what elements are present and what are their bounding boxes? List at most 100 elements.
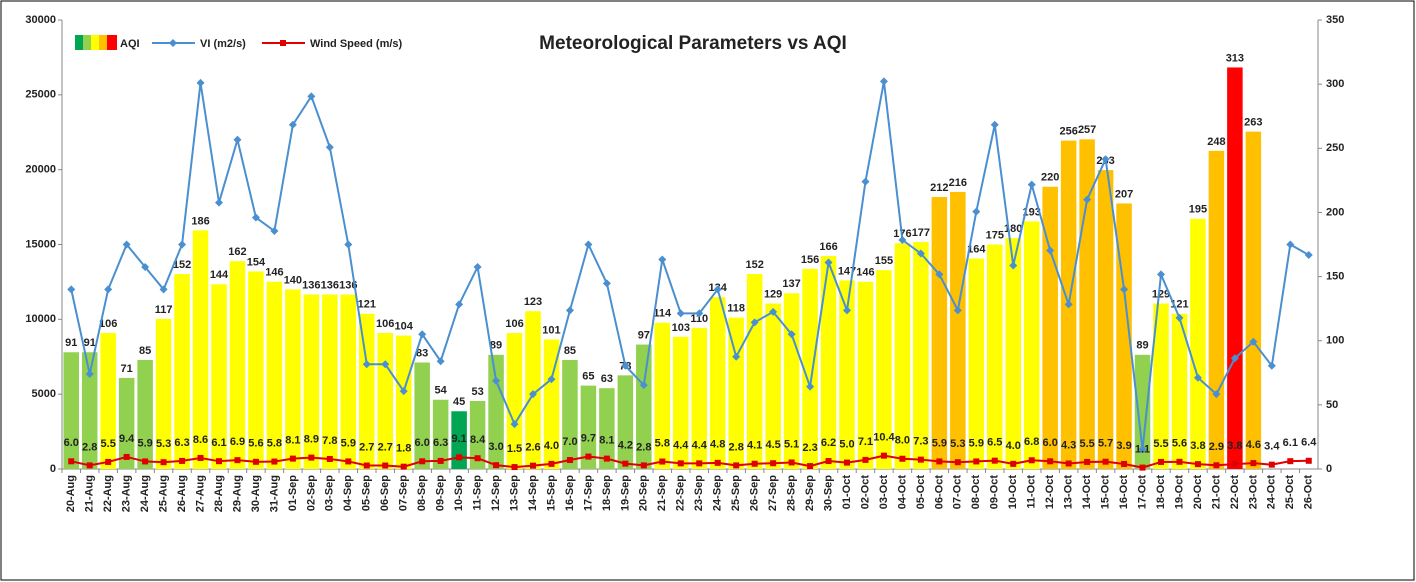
point (215, 198, 223, 207)
bar (820, 256, 837, 469)
point-label: 6.3 (433, 437, 448, 449)
point (1138, 445, 1147, 454)
bar-label: 164 (967, 244, 986, 256)
point (879, 77, 888, 86)
bar (580, 385, 597, 469)
point-label: 5.0 (839, 438, 854, 450)
y-tick-label: 0 (50, 463, 56, 475)
bar (155, 318, 172, 469)
x-tick-label: 11-Sep (471, 475, 483, 511)
line (71, 454, 1309, 469)
point (308, 454, 315, 461)
x-tick-label: 24-Oct (1266, 475, 1278, 510)
point-label: 8.1 (285, 435, 300, 447)
point (1304, 250, 1313, 259)
y-tick-label: 10000 (25, 313, 56, 325)
point (1027, 180, 1036, 189)
bar-label: 140 (284, 274, 302, 286)
point (197, 454, 204, 461)
chart-title: Meteorological Parameters vs AQI (539, 33, 847, 54)
point-label: 5.5 (1153, 438, 1168, 450)
bar-label: 129 (1152, 288, 1170, 300)
point (807, 463, 814, 470)
x-tick-label: 18-Oct (1155, 475, 1167, 510)
bar (636, 344, 652, 469)
bar-label: 152 (745, 259, 763, 271)
bar-label: 155 (875, 255, 893, 267)
bar (1023, 221, 1040, 469)
bar-label: 146 (856, 267, 874, 279)
x-tick-label: 20-Sep (638, 475, 650, 511)
point (843, 306, 851, 315)
bar (1227, 67, 1243, 470)
bar (359, 313, 375, 469)
point (252, 458, 259, 465)
point (436, 357, 445, 366)
bar (876, 270, 892, 469)
bar (63, 352, 79, 469)
bar (266, 281, 283, 469)
x-tick-label: 25-Aug (157, 475, 169, 512)
point (1157, 270, 1165, 279)
bar (802, 268, 818, 469)
bar (1005, 238, 1021, 469)
point (677, 460, 684, 467)
point (973, 458, 980, 465)
bar-label: 54 (435, 385, 448, 397)
x-tick-label: 22-Aug (102, 475, 114, 512)
point-label: 5.9 (341, 437, 356, 449)
point (455, 300, 464, 309)
point (565, 306, 574, 315)
point (713, 285, 722, 294)
point-label: 4.5 (765, 439, 780, 451)
bar (322, 294, 338, 469)
point-label: 5.5 (1079, 438, 1094, 450)
point-label: 6.0 (415, 437, 430, 449)
bar (488, 354, 504, 469)
x-tick-label: 21-Sep (656, 475, 668, 511)
point (288, 120, 297, 129)
legend-label: AQI (120, 38, 140, 50)
point (381, 360, 390, 369)
bar-label: 101 (542, 324, 560, 336)
x-tick-label: 27-Sep (767, 475, 779, 511)
point (493, 462, 500, 469)
bar (1116, 203, 1132, 469)
point (788, 459, 795, 466)
legend-label: Wind Speed (m/s) (310, 38, 403, 50)
point (1010, 460, 1017, 467)
bar-label: 136 (302, 279, 320, 291)
x-tick-label: 09-Oct (989, 475, 1001, 510)
point (419, 458, 426, 465)
legend-label: VI (m2/s) (200, 38, 246, 50)
point (1268, 461, 1275, 468)
point (862, 456, 869, 463)
bar (617, 375, 634, 469)
x-tick-label: 11-Oct (1026, 475, 1038, 509)
x-tick-label: 13-Sep (508, 475, 520, 511)
y-tick-label: 20000 (25, 164, 56, 176)
point (325, 143, 334, 152)
bar-label: 53 (471, 386, 483, 398)
bar (562, 359, 578, 469)
point (676, 309, 685, 318)
point (104, 285, 113, 294)
point-label: 4.8 (710, 439, 725, 451)
point-label: 6.0 (64, 437, 79, 449)
bar (118, 377, 135, 469)
bar-label: 256 (1059, 125, 1077, 137)
x-tick-label: 12-Oct (1044, 475, 1056, 510)
point (1101, 155, 1110, 164)
point (917, 456, 924, 463)
x-tick-label: 23-Sep (693, 475, 705, 511)
point-label: 2.3 (802, 442, 817, 454)
point-label: 6.8 (1024, 436, 1039, 448)
point (916, 249, 925, 258)
x-tick-label: 01-Oct (841, 475, 853, 510)
point-label: 4.0 (1006, 440, 1021, 452)
point (548, 460, 555, 467)
y-tick-label: 30000 (25, 14, 56, 26)
bar-label: 123 (524, 296, 542, 308)
bar (81, 352, 98, 469)
x-tick-label: 24-Aug (139, 475, 151, 512)
